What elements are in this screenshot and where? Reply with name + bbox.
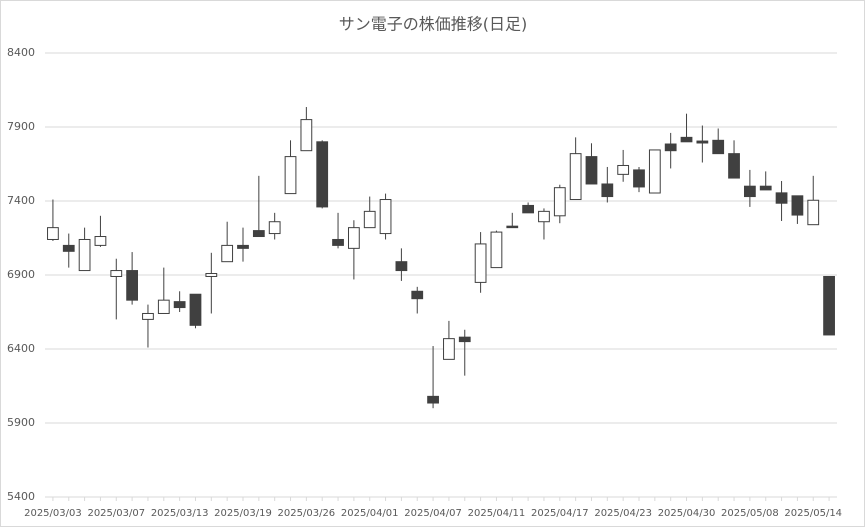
candle-body: [791, 195, 804, 216]
candle-body: [157, 299, 170, 314]
candle-body: [696, 140, 709, 144]
y-tick-label: 5900: [7, 416, 35, 429]
candle-body: [395, 261, 408, 272]
candle-body: [62, 244, 75, 252]
candle-body: [78, 238, 91, 272]
candle-body: [522, 204, 535, 214]
y-tick-label: 7900: [7, 120, 35, 133]
candle-body: [743, 185, 756, 198]
y-tick-label: 8400: [7, 46, 35, 59]
candle-body: [585, 156, 598, 185]
candle-body: [189, 293, 202, 326]
candle-body: [553, 187, 566, 217]
x-tick-label: 2025/05/08: [721, 508, 779, 519]
candle-body: [443, 338, 455, 360]
candle-body: [237, 244, 249, 249]
candle-body: [47, 227, 59, 240]
chart-title: サン電子の株価推移(日足): [339, 15, 528, 34]
candle-body: [538, 210, 550, 223]
candle-body: [506, 225, 519, 229]
x-tick-label: 2025/05/14: [784, 508, 842, 519]
x-tick-label: 2025/03/13: [151, 508, 209, 519]
candle-body: [142, 312, 154, 320]
candle-body: [379, 199, 392, 235]
candle-body: [427, 395, 439, 404]
candle-body: [648, 149, 661, 194]
x-tick-label: 2025/03/19: [214, 508, 272, 519]
candle-body: [775, 192, 788, 204]
x-tick-label: 2025/04/11: [468, 508, 526, 519]
candle-body: [569, 153, 582, 201]
candle-body: [680, 136, 693, 143]
candle-body: [490, 231, 503, 269]
candle-body: [268, 221, 281, 235]
candle-body: [411, 290, 424, 300]
candle-body: [221, 244, 234, 263]
candle-body: [347, 227, 360, 249]
x-tick-label: 2025/03/26: [278, 508, 336, 519]
candle-body: [363, 210, 376, 229]
x-tick-label: 2025/04/07: [404, 508, 462, 519]
x-tick-label: 2025/04/17: [531, 508, 589, 519]
candle-body: [110, 270, 123, 277]
candle-body: [284, 156, 297, 195]
candle-body: [664, 143, 677, 152]
candle-body: [458, 336, 471, 343]
candle-body: [759, 185, 772, 191]
x-tick-label: 2025/04/30: [658, 508, 716, 519]
candle-body: [94, 236, 107, 246]
x-tick-label: 2025/04/01: [341, 508, 399, 519]
candle-body: [300, 119, 313, 152]
candle-body: [252, 230, 265, 238]
candle-body: [728, 153, 740, 179]
y-tick-label: 6900: [7, 268, 35, 281]
candle-body: [474, 243, 487, 283]
x-tick-label: 2025/03/03: [24, 508, 82, 519]
candle-body: [601, 183, 614, 198]
y-tick-label: 7400: [7, 194, 35, 207]
candle-body: [617, 164, 630, 175]
candle-body: [173, 301, 186, 309]
x-tick-label: 2025/04/23: [594, 508, 652, 519]
candle-body: [712, 139, 725, 155]
candle-body: [126, 270, 139, 301]
x-tick-label: 2025/03/07: [87, 508, 145, 519]
candle-body: [332, 238, 344, 246]
candle-body: [807, 199, 820, 226]
candle-body: [205, 273, 218, 277]
candle-body: [633, 169, 645, 188]
candle-body: [823, 275, 835, 336]
y-tick-label: 6400: [7, 342, 35, 355]
y-tick-label: 5400: [7, 490, 35, 503]
candle-body: [316, 141, 329, 208]
